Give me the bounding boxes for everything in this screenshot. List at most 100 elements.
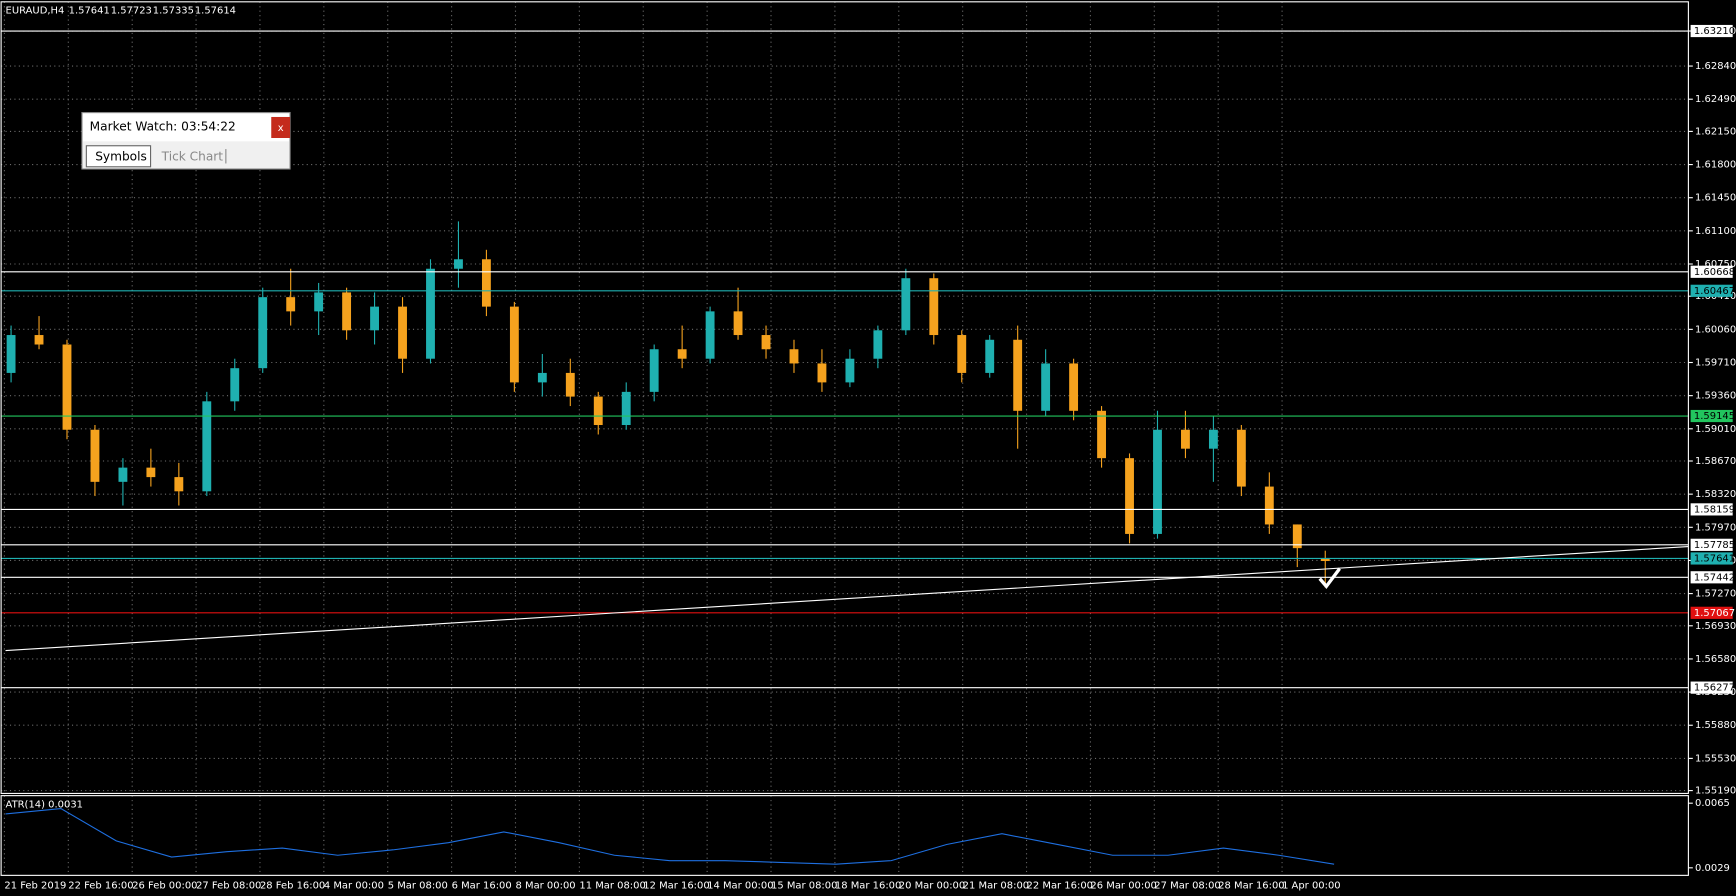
candle-body bbox=[873, 330, 883, 359]
x-tick-label: 18 Mar 16:00 bbox=[835, 880, 901, 891]
x-tick-label: 15 Mar 08:00 bbox=[771, 880, 837, 891]
market-watch: Market Watch: 03:54:22 x Symbols Tick Ch… bbox=[81, 111, 291, 170]
candle-body bbox=[789, 349, 799, 364]
x-tick-label: 21 Mar 08:00 bbox=[963, 880, 1029, 891]
ohlc: 1.57641 1.57723 1.57335 1.57614 bbox=[69, 6, 236, 17]
candle-body bbox=[481, 259, 491, 307]
main-pane-border bbox=[0, 1, 1689, 794]
candle-body bbox=[1125, 458, 1134, 534]
candle-body bbox=[286, 297, 296, 312]
candle-body bbox=[761, 335, 771, 350]
candle-body bbox=[1097, 410, 1106, 459]
market-watch-titlebar bbox=[83, 113, 289, 142]
candle-body bbox=[230, 368, 240, 402]
candle-body bbox=[314, 292, 324, 312]
x-tick-label: 22 Feb 16:00 bbox=[68, 880, 133, 891]
check-icon bbox=[1318, 567, 1341, 590]
close-button[interactable] bbox=[271, 116, 291, 138]
candle-body bbox=[426, 268, 435, 359]
price-level-tag bbox=[1690, 538, 1733, 551]
tab-symbols[interactable] bbox=[85, 145, 152, 168]
price-level-tag bbox=[1690, 571, 1733, 584]
x-tick-label: 21 Feb 2019 bbox=[4, 880, 66, 891]
x-tick-label: 27 Feb 08:00 bbox=[196, 880, 261, 891]
ohlc-value: 1.57723 bbox=[111, 6, 152, 17]
x-tick-label: 12 Mar 16:00 bbox=[643, 880, 709, 891]
tab-label[interactable]: Symbols bbox=[95, 149, 147, 163]
x-tick-label: 14 Mar 00:00 bbox=[707, 880, 773, 891]
close-label[interactable]: x bbox=[278, 123, 284, 134]
y-tick-label: 1.61100 bbox=[1695, 226, 1736, 237]
y-tick-label: 1.62840 bbox=[1695, 61, 1736, 72]
price-level-tag bbox=[1690, 606, 1733, 619]
y-tick-label: 1.58320 bbox=[1695, 489, 1736, 500]
candle-body bbox=[454, 259, 463, 269]
y-tick-label: 1.59010 bbox=[1695, 424, 1736, 435]
candle-body bbox=[957, 335, 967, 373]
candle-body bbox=[901, 278, 911, 331]
y-tick-label: 1.61450 bbox=[1695, 193, 1736, 204]
x-tick-label: 1 Apr 00:00 bbox=[1282, 880, 1341, 891]
y-tick-label: 1.62150 bbox=[1695, 126, 1736, 137]
candle-body bbox=[370, 306, 379, 331]
tab-label[interactable]: Tick Chart bbox=[161, 149, 224, 163]
y-tick-label: 1.55190 bbox=[1695, 786, 1736, 797]
candle-body bbox=[1181, 429, 1190, 449]
candle-body bbox=[118, 467, 128, 482]
candle-body bbox=[34, 335, 44, 345]
candle-body bbox=[621, 391, 631, 426]
candle-body bbox=[258, 297, 268, 369]
candle-body bbox=[509, 306, 519, 383]
candle-body bbox=[1153, 429, 1162, 534]
x-tick-label: 26 Mar 00:00 bbox=[1090, 880, 1156, 891]
candle-body bbox=[1264, 486, 1274, 525]
candle-body bbox=[1320, 558, 1330, 562]
trend-line bbox=[5, 545, 1689, 652]
y-tick-label: 1.55880 bbox=[1695, 720, 1736, 731]
candle-body bbox=[146, 467, 156, 478]
price-level-tag bbox=[1690, 265, 1733, 278]
y-tick-label: 1.60060 bbox=[1695, 324, 1736, 335]
price-level-tag bbox=[1690, 284, 1733, 297]
price-level-label: 1.60467 bbox=[1694, 286, 1735, 297]
x-tick-label: 4 Mar 00:00 bbox=[324, 880, 384, 891]
candle-body bbox=[398, 306, 407, 359]
symbol: EURAUD,H4 bbox=[6, 6, 65, 17]
candle-body bbox=[593, 396, 603, 426]
y-tick-label: 1.56580 bbox=[1695, 654, 1736, 665]
candle-body bbox=[62, 344, 72, 430]
price-level-tag bbox=[1690, 681, 1733, 694]
price-level-label: 1.56277 bbox=[1694, 683, 1735, 694]
candle-body bbox=[1208, 429, 1218, 449]
x-tick-label: 27 Mar 08:00 bbox=[1154, 880, 1220, 891]
candle-body bbox=[1069, 363, 1079, 411]
price-level-label: 1.59145 bbox=[1694, 411, 1735, 422]
candle-body bbox=[1041, 363, 1051, 411]
x-tick-label: 28 Mar 16:00 bbox=[1218, 880, 1284, 891]
candle-body bbox=[649, 349, 659, 392]
price-level-tag bbox=[1690, 503, 1733, 516]
atr-title: ATR(14) 0.0031 bbox=[6, 800, 83, 811]
atr-line bbox=[5, 808, 1335, 865]
candle-body bbox=[6, 335, 16, 373]
price-level-label: 1.63210 bbox=[1694, 26, 1735, 37]
candle-body bbox=[677, 349, 687, 359]
y-tick-label: 1.58670 bbox=[1695, 456, 1736, 467]
candle-body bbox=[733, 311, 743, 336]
candle-body bbox=[705, 311, 715, 359]
price-level-label: 1.57442 bbox=[1694, 572, 1735, 583]
candle-body bbox=[817, 363, 827, 383]
candle-body bbox=[565, 372, 575, 397]
ohlc-value: 1.57335 bbox=[153, 6, 194, 17]
y-tick-label: 1.59710 bbox=[1695, 358, 1736, 369]
market-watch-title: Market Watch: 03:54:22 bbox=[90, 119, 236, 133]
y-tick-label: 0.0029 bbox=[1695, 863, 1730, 874]
candle-body bbox=[537, 372, 547, 383]
candle-body bbox=[1013, 339, 1023, 411]
candle-body bbox=[1236, 429, 1246, 487]
candle-body bbox=[90, 429, 100, 482]
candle-body bbox=[845, 358, 855, 383]
y-tick-label: 1.62490 bbox=[1695, 94, 1736, 105]
